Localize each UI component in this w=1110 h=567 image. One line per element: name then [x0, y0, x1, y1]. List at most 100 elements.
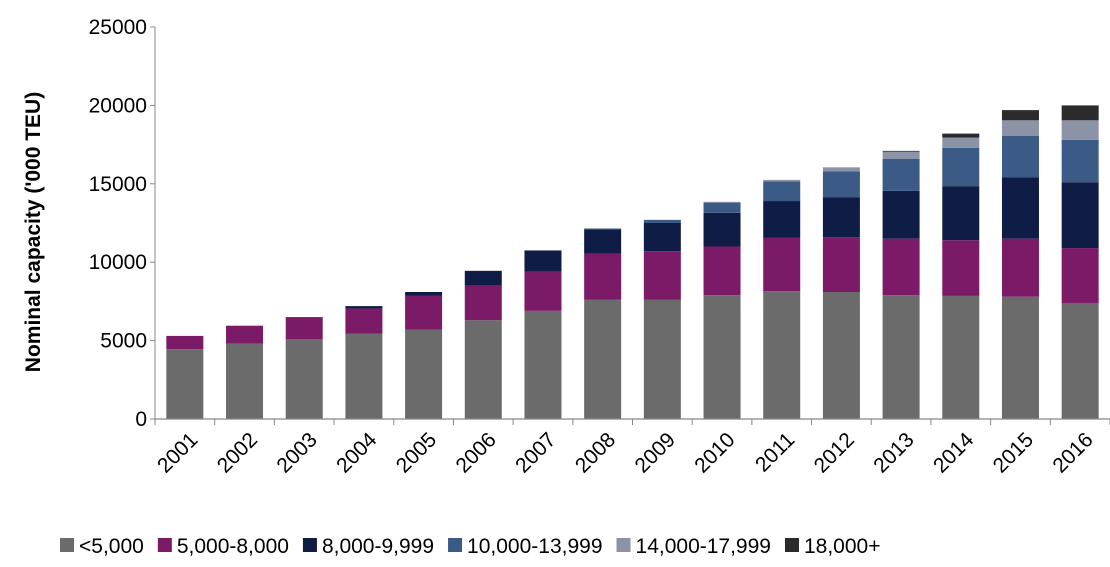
- bar-segment: [763, 237, 801, 292]
- bar-segment: [1001, 135, 1039, 178]
- bar-segment: [1001, 238, 1039, 297]
- x-tick-label: 2011: [751, 428, 799, 476]
- legend-swatch: [784, 538, 799, 552]
- bar-segment: [763, 291, 801, 419]
- legend-swatch: [616, 538, 631, 552]
- y-tick-label: 0: [135, 408, 147, 431]
- bar-segment: [524, 250, 562, 272]
- bar-segment: [226, 343, 264, 419]
- x-tick-label: 2001: [153, 428, 202, 477]
- bar-segment: [703, 212, 741, 247]
- bar-segment: [1001, 110, 1039, 121]
- bar-segment: [1001, 120, 1039, 136]
- bar-segment: [584, 229, 622, 254]
- bar-segment: [942, 147, 980, 187]
- legend-swatch: [60, 538, 74, 552]
- y-axis-label: Nominal capacity ('000 TEU): [22, 92, 45, 372]
- bar-segment: [1001, 177, 1039, 239]
- bar-segment: [822, 237, 860, 292]
- bar-segment: [703, 295, 741, 419]
- y-tick-label: 25000: [89, 16, 147, 39]
- bar-segment: [822, 171, 860, 198]
- legend-label: 10,000-13,999: [467, 535, 602, 558]
- bar-segment: [524, 310, 562, 419]
- bar-segment: [703, 202, 741, 213]
- x-tick-label: 2013: [869, 428, 918, 477]
- bar-segment: [763, 201, 801, 238]
- bar-segment: [345, 333, 383, 419]
- bar-segment: [822, 167, 860, 172]
- bars: [166, 105, 1099, 419]
- bar-segment: [524, 271, 562, 311]
- bar-segment: [882, 158, 920, 191]
- bar-segment: [703, 246, 741, 296]
- legend-label: 18,000+: [804, 535, 881, 558]
- bar-segment: [763, 181, 801, 202]
- y-tick-label: 20000: [89, 94, 147, 117]
- legend-swatch: [302, 538, 317, 552]
- bar-segment: [584, 228, 622, 230]
- legend-label: 14,000-17,999: [636, 535, 771, 558]
- axes: [154, 27, 1110, 425]
- legend-swatch: [157, 538, 172, 552]
- x-tick-label: 2010: [690, 428, 739, 477]
- bar-segment: [822, 197, 860, 238]
- bar-segment: [1061, 120, 1099, 140]
- bar-segment: [942, 133, 980, 138]
- legend-label: 5,000-8,000: [177, 535, 289, 558]
- bar-segment: [643, 251, 681, 300]
- bar-segment: [1001, 296, 1039, 419]
- bar-segment: [942, 186, 980, 241]
- bar-segment: [285, 339, 323, 419]
- bar-segment: [882, 150, 920, 152]
- x-tick-label: 2004: [332, 428, 382, 478]
- bar-segment: [942, 240, 980, 296]
- x-tick-label: 2015: [989, 428, 1038, 477]
- bar-segment: [464, 320, 502, 419]
- bar-segment: [405, 329, 443, 419]
- bar-segment: [345, 306, 383, 309]
- bar-segment: [882, 295, 920, 419]
- bar-segment: [405, 291, 443, 296]
- bar-segment: [882, 238, 920, 296]
- bar-segment: [584, 253, 622, 300]
- bar-segment: [405, 295, 443, 330]
- bar-segment: [643, 219, 681, 223]
- bar-segment: [285, 317, 323, 340]
- legend-label: 8,000-9,999: [322, 535, 434, 558]
- x-tick-label: 2007: [511, 428, 560, 477]
- bar-segment: [643, 223, 681, 252]
- bar-segment: [942, 295, 980, 419]
- y-tick-label: 10000: [89, 251, 147, 274]
- x-tick-label: 2003: [272, 428, 321, 477]
- legend-swatch: [448, 538, 463, 552]
- x-tick-label: 2008: [571, 428, 620, 477]
- bar-segment: [763, 179, 801, 182]
- bar-segment: [464, 270, 502, 286]
- bar-segment: [226, 325, 264, 344]
- bar-segment: [643, 299, 681, 419]
- bar-segment: [1061, 105, 1099, 121]
- x-tick-label: 2009: [631, 428, 680, 477]
- bar-segment: [882, 190, 920, 239]
- bar-segment: [166, 335, 204, 350]
- y-tick-label: 5000: [100, 330, 147, 353]
- y-axis-ticks: 0 5000 10000 15000 20000 25000: [89, 16, 155, 431]
- x-tick-label: 2002: [213, 428, 262, 477]
- legend: <5,000 5,000-8,000 8,000-9,999 10,000-13,99…: [60, 535, 880, 558]
- bar-segment: [166, 349, 204, 419]
- bar-segment: [942, 137, 980, 148]
- legend-label: <5,000: [79, 535, 144, 558]
- bar-segment: [1061, 182, 1099, 249]
- x-tick-label: 2005: [392, 428, 441, 477]
- bar-segment: [703, 201, 741, 203]
- y-tick-label: 15000: [89, 173, 147, 196]
- x-tick-label: 2016: [1048, 428, 1097, 477]
- bar-segment: [1061, 248, 1099, 303]
- bar-segment: [464, 285, 502, 321]
- bar-segment: [822, 291, 860, 419]
- bar-segment: [584, 299, 622, 419]
- x-tick-label: 2012: [810, 428, 859, 477]
- x-axis-ticks: 2001 2002 2003 2004 2005 2006 2007 2008 2009 2010…: [153, 428, 1098, 478]
